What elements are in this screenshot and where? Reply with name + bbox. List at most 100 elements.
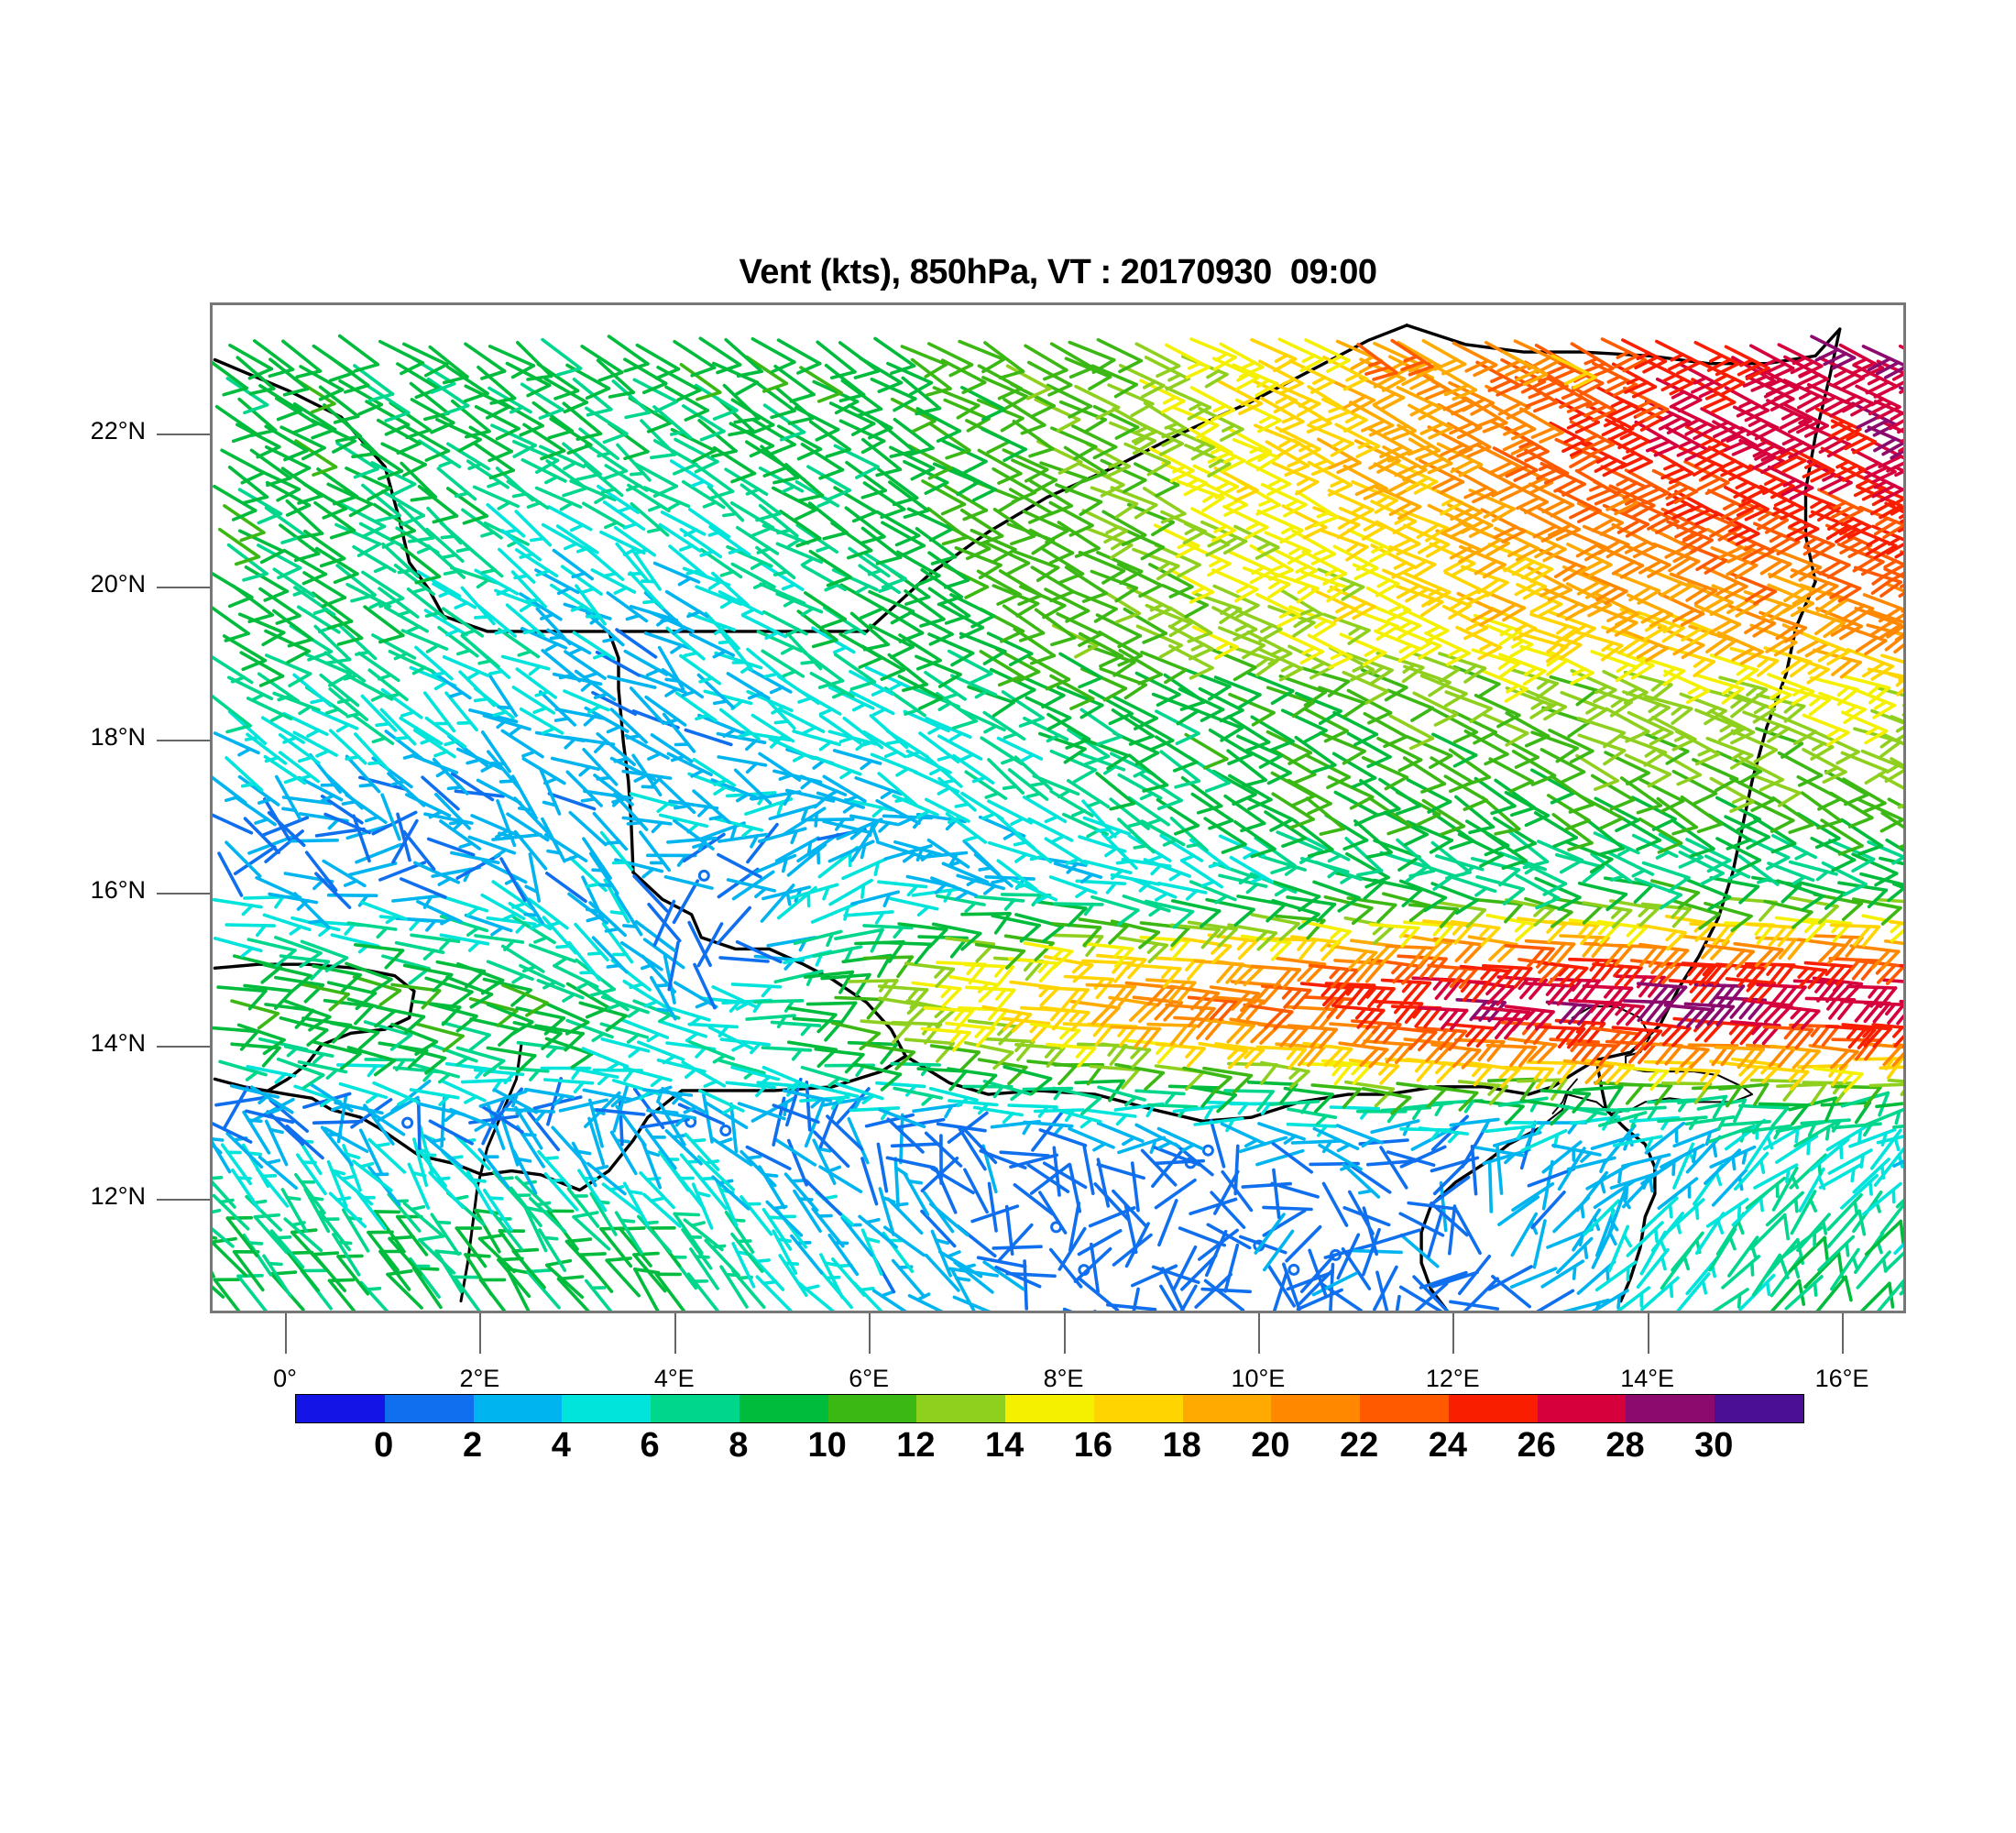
wind-barb xyxy=(418,1234,456,1275)
wind-barb xyxy=(1876,1135,1903,1145)
wind-barb xyxy=(572,631,616,661)
wind-barb xyxy=(1140,1148,1178,1187)
wind-barb xyxy=(1052,1146,1061,1197)
wind-barb xyxy=(582,837,612,880)
wind-barb xyxy=(870,752,918,777)
wind-barb xyxy=(1173,1142,1214,1177)
wind-barb xyxy=(661,1086,707,1114)
x-tick-label-14: 14°E xyxy=(1620,1365,1675,1392)
wind-barb xyxy=(786,842,827,877)
wind-barb xyxy=(1414,1281,1449,1311)
wind-barb xyxy=(472,485,520,510)
wind-barb xyxy=(342,1143,362,1192)
wind-barb xyxy=(673,818,715,851)
wind-barb xyxy=(1745,1176,1787,1210)
wind-barb xyxy=(1562,1059,1614,1086)
wind-barb xyxy=(979,1148,1027,1170)
wind-barb xyxy=(1851,852,1899,887)
wind-barb xyxy=(1026,1163,1070,1193)
wind-barb xyxy=(827,840,875,863)
wind-barb xyxy=(564,1237,601,1279)
wind-barb xyxy=(581,1047,630,1071)
wind-barb xyxy=(1264,810,1308,849)
wind-barb xyxy=(1042,1161,1088,1190)
wind-barb xyxy=(796,609,838,649)
x-tick-mark xyxy=(869,1313,871,1354)
wind-barb xyxy=(1451,709,1497,745)
wind-barb xyxy=(402,963,454,993)
wind-barb xyxy=(982,1079,1033,1102)
wind-barb xyxy=(927,587,971,625)
wind-barb xyxy=(566,1187,600,1228)
wind-barb xyxy=(1867,840,1903,865)
wind-barb xyxy=(945,1021,996,1048)
wind-barb xyxy=(262,797,291,842)
wind-barb xyxy=(858,1214,898,1249)
wind-barb xyxy=(378,339,425,376)
wind-barb xyxy=(718,832,769,849)
wind-barb xyxy=(1829,923,1881,948)
wind-barb xyxy=(491,880,534,911)
wind-barb xyxy=(1092,1310,1097,1311)
wind-barb xyxy=(779,708,826,735)
wind-barb xyxy=(1155,1042,1206,1069)
wind-barb xyxy=(813,1130,850,1169)
wind-barb xyxy=(1443,774,1488,812)
wind-barb xyxy=(1813,1066,1864,1093)
wind-barb xyxy=(793,929,843,948)
wind-barb xyxy=(1053,902,1104,916)
wind-barb xyxy=(1263,1229,1295,1272)
wind-barb xyxy=(358,1128,383,1175)
wind-barb xyxy=(1388,714,1435,751)
wind-barb xyxy=(436,466,477,501)
wind-barb xyxy=(1212,862,1262,885)
wind-barb xyxy=(1334,871,1385,901)
wind-barb xyxy=(491,1169,528,1210)
wind-barb xyxy=(622,1181,650,1227)
wind-barb xyxy=(918,731,960,764)
wind-barb xyxy=(864,1113,915,1128)
wind-barb xyxy=(1064,357,1112,391)
wind-barb xyxy=(924,1131,963,1168)
wind-barb xyxy=(1810,836,1857,873)
wind-barb xyxy=(359,1280,389,1311)
wind-barb xyxy=(411,1266,443,1310)
wind-barb xyxy=(554,708,606,727)
wind-barb xyxy=(1140,819,1186,847)
colorbar-segment-14 xyxy=(1537,1395,1627,1422)
y-tick-mark xyxy=(157,1199,210,1201)
wind-barb xyxy=(1666,1198,1705,1234)
wind-barb xyxy=(1312,880,1361,913)
wind-barb xyxy=(246,1064,296,1084)
wind-barb xyxy=(1257,1122,1306,1145)
wind-barb xyxy=(1082,859,1133,881)
wind-barb xyxy=(773,969,824,987)
y-tick-label-14: 14°N xyxy=(90,1029,146,1057)
wind-barb xyxy=(521,756,566,785)
wind-barb xyxy=(1802,713,1850,747)
wind-barb xyxy=(926,838,970,869)
wind-barb xyxy=(1709,1145,1757,1169)
wind-barb xyxy=(352,814,371,863)
wind-barb xyxy=(1862,1107,1903,1128)
wind-barb xyxy=(1524,982,1576,1006)
wind-barb xyxy=(945,812,988,844)
wind-barb xyxy=(455,961,505,995)
wind-barb xyxy=(760,884,795,923)
wind-barb xyxy=(1430,1270,1479,1289)
wind-barb xyxy=(312,708,359,733)
wind-barb xyxy=(213,731,260,757)
wind-barb xyxy=(572,1211,611,1251)
wind-barb xyxy=(1790,1190,1817,1235)
colorbar-segment-7 xyxy=(916,1395,1006,1422)
wind-barb xyxy=(511,1148,538,1195)
wind-barb xyxy=(849,814,900,833)
wind-barb xyxy=(1396,838,1436,878)
wind-barb xyxy=(1576,1260,1616,1295)
wind-barb xyxy=(869,714,909,750)
wind-barb xyxy=(1305,796,1346,836)
wind-barb xyxy=(323,812,371,835)
wind-barb xyxy=(1081,737,1130,771)
wind-barb xyxy=(1879,856,1903,866)
wind-barb xyxy=(413,861,461,886)
